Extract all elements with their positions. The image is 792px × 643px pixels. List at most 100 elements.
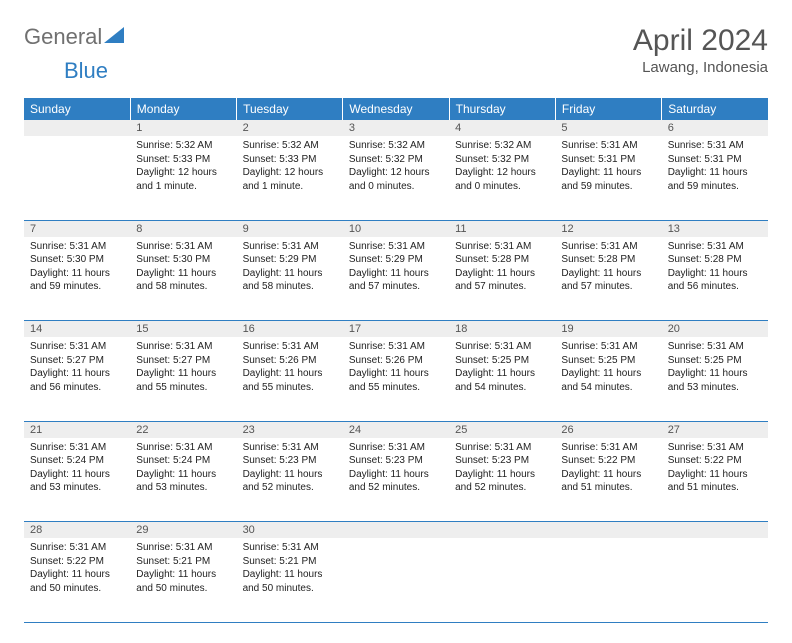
- weekday-wednesday: Wednesday: [343, 98, 449, 120]
- sunrise-text: Sunrise: 5:31 AM: [30, 240, 124, 254]
- sunrise-text: Sunrise: 5:31 AM: [668, 340, 762, 354]
- day-number: 19: [555, 321, 661, 338]
- sunrise-text: Sunrise: 5:31 AM: [349, 340, 443, 354]
- sunrise-text: Sunrise: 5:31 AM: [561, 240, 655, 254]
- week-row: Sunrise: 5:31 AMSunset: 5:22 PMDaylight:…: [24, 538, 768, 622]
- weekday-monday: Monday: [130, 98, 236, 120]
- day-cell: Sunrise: 5:32 AMSunset: 5:33 PMDaylight:…: [237, 136, 343, 220]
- sunrise-text: Sunrise: 5:31 AM: [349, 441, 443, 455]
- day-content: Sunrise: 5:31 AMSunset: 5:22 PMDaylight:…: [555, 438, 661, 499]
- daynum-row: 78910111213: [24, 220, 768, 237]
- sunset-text: Sunset: 5:22 PM: [561, 454, 655, 468]
- day-number: 10: [343, 220, 449, 237]
- sunrise-text: Sunrise: 5:31 AM: [136, 441, 230, 455]
- sunrise-text: Sunrise: 5:31 AM: [349, 240, 443, 254]
- sunset-text: Sunset: 5:25 PM: [455, 354, 549, 368]
- daylight-text: Daylight: 11 hours and 58 minutes.: [136, 267, 230, 294]
- daylight-text: Daylight: 11 hours and 50 minutes.: [136, 568, 230, 595]
- sunset-text: Sunset: 5:30 PM: [136, 253, 230, 267]
- day-number: 17: [343, 321, 449, 338]
- day-content: Sunrise: 5:31 AMSunset: 5:30 PMDaylight:…: [24, 237, 130, 298]
- sunset-text: Sunset: 5:25 PM: [561, 354, 655, 368]
- day-content: Sunrise: 5:32 AMSunset: 5:32 PMDaylight:…: [343, 136, 449, 197]
- sunrise-text: Sunrise: 5:32 AM: [136, 139, 230, 153]
- day-content: Sunrise: 5:31 AMSunset: 5:28 PMDaylight:…: [662, 237, 768, 298]
- day-cell: Sunrise: 5:31 AMSunset: 5:29 PMDaylight:…: [343, 237, 449, 321]
- day-cell: Sunrise: 5:31 AMSunset: 5:30 PMDaylight:…: [24, 237, 130, 321]
- sunset-text: Sunset: 5:23 PM: [243, 454, 337, 468]
- sunset-text: Sunset: 5:24 PM: [30, 454, 124, 468]
- daylight-text: Daylight: 12 hours and 1 minute.: [243, 166, 337, 193]
- sunset-text: Sunset: 5:23 PM: [455, 454, 549, 468]
- day-content: Sunrise: 5:31 AMSunset: 5:31 PMDaylight:…: [555, 136, 661, 197]
- day-number: 21: [24, 421, 130, 438]
- day-cell: Sunrise: 5:32 AMSunset: 5:33 PMDaylight:…: [130, 136, 236, 220]
- day-cell: Sunrise: 5:31 AMSunset: 5:27 PMDaylight:…: [24, 337, 130, 421]
- day-number: [662, 522, 768, 539]
- sunrise-text: Sunrise: 5:31 AM: [455, 441, 549, 455]
- day-content: Sunrise: 5:31 AMSunset: 5:23 PMDaylight:…: [343, 438, 449, 499]
- day-content: Sunrise: 5:31 AMSunset: 5:23 PMDaylight:…: [449, 438, 555, 499]
- sunrise-text: Sunrise: 5:32 AM: [349, 139, 443, 153]
- day-number: 16: [237, 321, 343, 338]
- day-cell: Sunrise: 5:31 AMSunset: 5:28 PMDaylight:…: [662, 237, 768, 321]
- day-number: 23: [237, 421, 343, 438]
- sunset-text: Sunset: 5:33 PM: [243, 153, 337, 167]
- day-number: [555, 522, 661, 539]
- day-number: 8: [130, 220, 236, 237]
- day-cell: Sunrise: 5:31 AMSunset: 5:31 PMDaylight:…: [662, 136, 768, 220]
- calendar-table: Sunday Monday Tuesday Wednesday Thursday…: [24, 98, 768, 623]
- sunset-text: Sunset: 5:26 PM: [349, 354, 443, 368]
- daylight-text: Daylight: 11 hours and 53 minutes.: [668, 367, 762, 394]
- sunrise-text: Sunrise: 5:31 AM: [136, 240, 230, 254]
- daylight-text: Daylight: 11 hours and 56 minutes.: [668, 267, 762, 294]
- day-cell: Sunrise: 5:31 AMSunset: 5:26 PMDaylight:…: [343, 337, 449, 421]
- daylight-text: Daylight: 11 hours and 54 minutes.: [561, 367, 655, 394]
- daylight-text: Daylight: 11 hours and 59 minutes.: [561, 166, 655, 193]
- day-number: 30: [237, 522, 343, 539]
- day-number: 1: [130, 120, 236, 136]
- triangle-icon: [104, 27, 124, 48]
- daylight-text: Daylight: 11 hours and 53 minutes.: [30, 468, 124, 495]
- day-cell: Sunrise: 5:31 AMSunset: 5:29 PMDaylight:…: [237, 237, 343, 321]
- daynum-row: 21222324252627: [24, 421, 768, 438]
- sunrise-text: Sunrise: 5:32 AM: [243, 139, 337, 153]
- day-number: 3: [343, 120, 449, 136]
- day-number: 4: [449, 120, 555, 136]
- day-content: Sunrise: 5:31 AMSunset: 5:22 PMDaylight:…: [24, 538, 130, 599]
- daynum-row: 123456: [24, 120, 768, 136]
- sunrise-text: Sunrise: 5:31 AM: [30, 541, 124, 555]
- daylight-text: Daylight: 11 hours and 51 minutes.: [668, 468, 762, 495]
- sunset-text: Sunset: 5:23 PM: [349, 454, 443, 468]
- day-cell: [449, 538, 555, 622]
- sunrise-text: Sunrise: 5:31 AM: [136, 340, 230, 354]
- daylight-text: Daylight: 11 hours and 59 minutes.: [668, 166, 762, 193]
- sunset-text: Sunset: 5:24 PM: [136, 454, 230, 468]
- day-cell: Sunrise: 5:31 AMSunset: 5:24 PMDaylight:…: [24, 438, 130, 522]
- sunrise-text: Sunrise: 5:31 AM: [243, 541, 337, 555]
- sunrise-text: Sunrise: 5:31 AM: [243, 441, 337, 455]
- day-number: 12: [555, 220, 661, 237]
- weekday-sunday: Sunday: [24, 98, 130, 120]
- sunset-text: Sunset: 5:30 PM: [30, 253, 124, 267]
- day-content: Sunrise: 5:32 AMSunset: 5:32 PMDaylight:…: [449, 136, 555, 197]
- day-content: Sunrise: 5:31 AMSunset: 5:29 PMDaylight:…: [237, 237, 343, 298]
- day-content: Sunrise: 5:31 AMSunset: 5:30 PMDaylight:…: [130, 237, 236, 298]
- daylight-text: Daylight: 11 hours and 57 minutes.: [561, 267, 655, 294]
- sunset-text: Sunset: 5:29 PM: [349, 253, 443, 267]
- sunset-text: Sunset: 5:25 PM: [668, 354, 762, 368]
- daylight-text: Daylight: 12 hours and 1 minute.: [136, 166, 230, 193]
- day-cell: Sunrise: 5:31 AMSunset: 5:23 PMDaylight:…: [343, 438, 449, 522]
- daylight-text: Daylight: 11 hours and 57 minutes.: [455, 267, 549, 294]
- day-cell: Sunrise: 5:31 AMSunset: 5:23 PMDaylight:…: [237, 438, 343, 522]
- day-number: 9: [237, 220, 343, 237]
- daylight-text: Daylight: 12 hours and 0 minutes.: [349, 166, 443, 193]
- day-number: 27: [662, 421, 768, 438]
- location-label: Lawang, Indonesia: [633, 59, 768, 76]
- day-cell: Sunrise: 5:31 AMSunset: 5:27 PMDaylight:…: [130, 337, 236, 421]
- sunrise-text: Sunrise: 5:31 AM: [455, 340, 549, 354]
- day-cell: Sunrise: 5:31 AMSunset: 5:26 PMDaylight:…: [237, 337, 343, 421]
- day-cell: Sunrise: 5:31 AMSunset: 5:25 PMDaylight:…: [555, 337, 661, 421]
- sunrise-text: Sunrise: 5:31 AM: [561, 340, 655, 354]
- sunset-text: Sunset: 5:28 PM: [668, 253, 762, 267]
